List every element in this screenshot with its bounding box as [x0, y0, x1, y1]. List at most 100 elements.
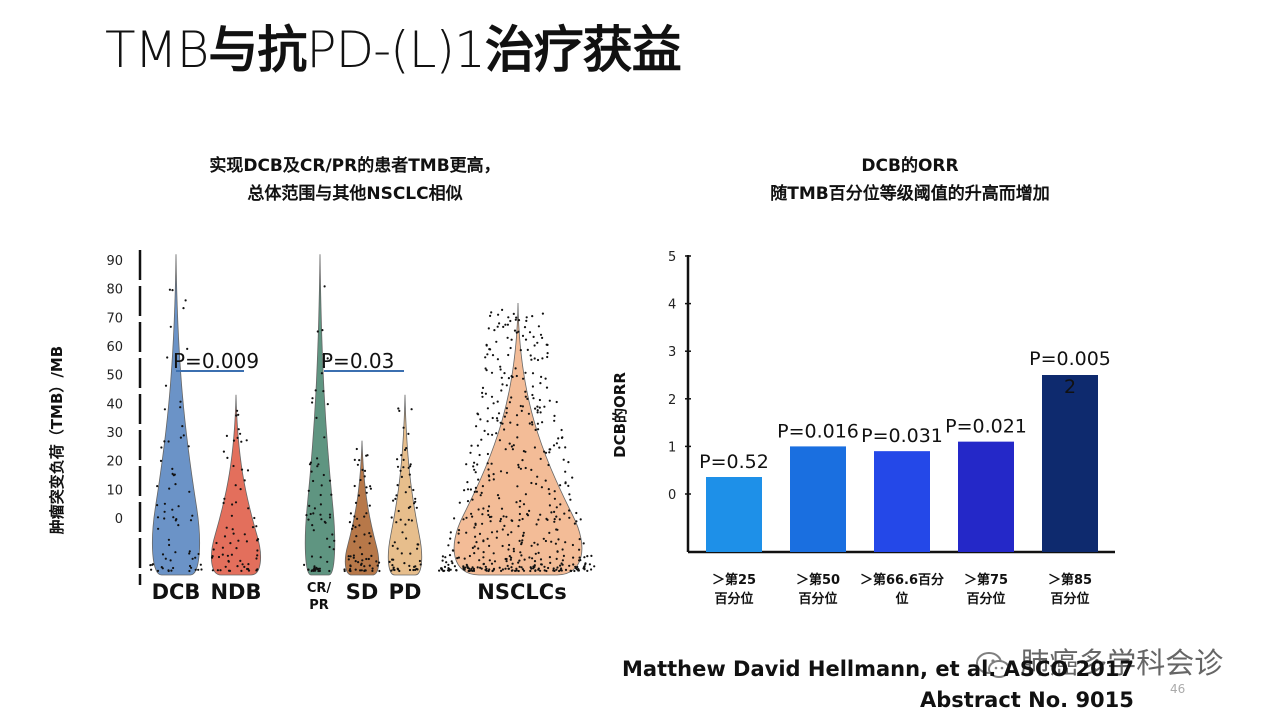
violin-dot [212, 548, 215, 551]
violin-dot [307, 518, 310, 521]
violin-dot [465, 516, 468, 519]
violin-dot [553, 510, 556, 513]
violin-dot [561, 559, 565, 562]
violin-dot [516, 423, 519, 426]
violin-dot [156, 569, 160, 572]
violin-dot [305, 514, 308, 517]
violin-dot [365, 512, 368, 515]
violin-dot [509, 421, 512, 424]
violin-dot [471, 498, 474, 501]
violin-dot [527, 412, 531, 415]
violin-dot [240, 468, 244, 471]
violin-dot [541, 357, 544, 360]
violin-dot [530, 481, 533, 485]
violin-dot [177, 524, 180, 527]
violin-dot [157, 527, 160, 530]
violin-dot [317, 463, 320, 466]
violin-dot [370, 554, 373, 557]
violin-dot [312, 512, 315, 515]
violin-dot [498, 439, 501, 442]
violin-dot [331, 533, 334, 536]
violin-dot [557, 538, 560, 541]
violin-y-tick-label: 80 [106, 283, 123, 298]
violin-dot [506, 533, 510, 536]
violin-dot [496, 358, 499, 361]
violin-dot [197, 568, 200, 571]
violin-dot [160, 446, 163, 449]
violin-dot [593, 565, 596, 568]
violin-dot [487, 468, 490, 471]
violin-dot [546, 343, 549, 346]
violin-dot [396, 458, 399, 461]
violin-dot [315, 416, 318, 419]
violin-dot [221, 553, 224, 556]
violin-dot [328, 513, 332, 516]
violin-dot [552, 444, 556, 447]
violin-dot [323, 436, 326, 439]
violin-dot [508, 442, 511, 445]
violin-dot [539, 513, 542, 516]
violin-dot [470, 444, 473, 447]
violin-dot [569, 498, 572, 501]
violin-dot [366, 454, 369, 457]
violin-dot [253, 516, 256, 520]
violin-dot [354, 526, 357, 529]
violin-dot [215, 541, 218, 545]
violin-dot [548, 531, 551, 534]
violin-dot [359, 569, 362, 572]
violin-dot [520, 566, 523, 569]
violin-dot [501, 568, 504, 571]
violin-dot [482, 551, 485, 554]
violin-dot [330, 493, 333, 496]
violin-dot [500, 389, 503, 392]
violin-body [387, 394, 423, 576]
violin-dots [149, 285, 596, 573]
violin-dot [328, 569, 331, 573]
violin-dot [168, 487, 171, 490]
violin-dot [524, 338, 528, 341]
violin-dot [481, 522, 484, 525]
violin-dot [449, 568, 452, 571]
violin-dot [444, 556, 447, 559]
violin-dot [536, 411, 539, 414]
violin-dot [441, 555, 444, 558]
violin-dot [538, 398, 542, 402]
violin-dot [521, 334, 525, 337]
violin-dot [469, 488, 472, 491]
violin-dot [540, 563, 543, 566]
violin-dot [241, 563, 244, 566]
violin-dot [322, 473, 325, 477]
bar-y-tick-label: 4 [668, 298, 676, 313]
violin-dot [219, 569, 222, 572]
violin-dot [545, 386, 549, 389]
violin-dot [529, 569, 532, 573]
violin-dot [167, 538, 170, 541]
violin-dot [510, 338, 513, 341]
violin-dot [521, 568, 525, 571]
violin-dot [156, 485, 159, 488]
orr-bar [1042, 375, 1098, 552]
violin-dot [515, 501, 518, 504]
violin-dot [184, 299, 187, 302]
violin-dot [512, 550, 516, 553]
violin-dot [524, 493, 528, 496]
violin-dot [310, 555, 314, 558]
violin-dot [491, 354, 495, 357]
violin-dot [462, 566, 465, 570]
violin-dot [543, 569, 546, 572]
violin-dot [537, 551, 540, 554]
violin-dot [211, 569, 214, 572]
violin-dot [505, 471, 509, 474]
violin-dot [413, 565, 416, 568]
violin-dot [583, 556, 586, 559]
violin-dot [169, 325, 172, 328]
violin-dot [526, 513, 529, 516]
violin-dot [553, 569, 556, 572]
violin-dot [232, 532, 235, 535]
violin-dot [363, 533, 366, 536]
violin-dot [531, 393, 534, 397]
violin-dot [501, 544, 504, 548]
violin-dot [239, 559, 242, 562]
violin-dot [525, 316, 528, 319]
violin-dot [163, 408, 166, 411]
